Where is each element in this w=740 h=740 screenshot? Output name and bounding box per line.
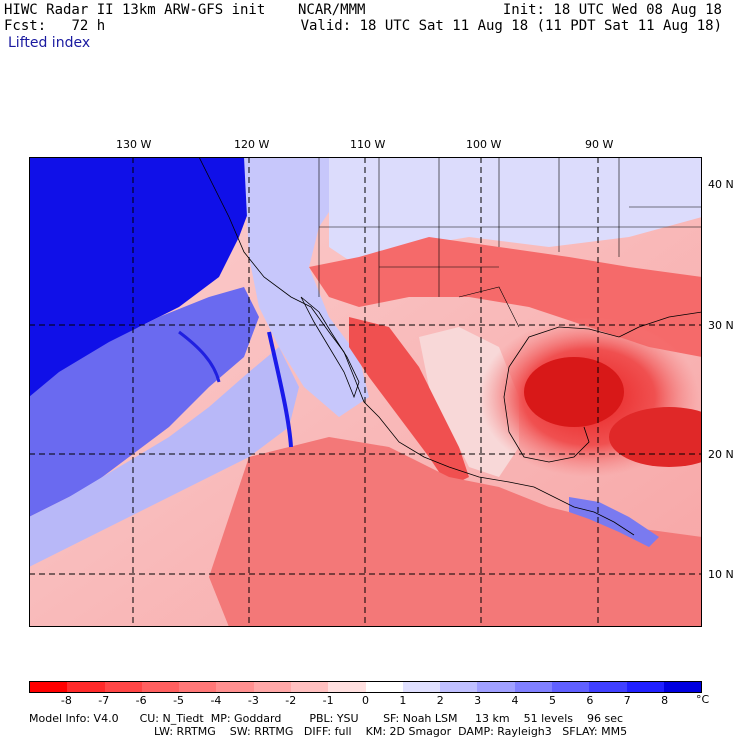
color-scale-tick: -2: [285, 694, 297, 707]
lon-label-120w: 120 W: [234, 138, 270, 151]
variable-name: Lifted index: [8, 35, 91, 51]
color-scale-tick: -1: [322, 694, 334, 707]
stable-region-deep: [29, 157, 254, 397]
gulf-coast: [503, 311, 702, 463]
color-swatch: [30, 682, 68, 692]
gulf-instability-inner: [524, 357, 624, 427]
color-swatch: [104, 682, 142, 692]
stable-band-coast: [244, 157, 369, 417]
color-scale-tick: 4: [511, 694, 519, 707]
color-scale-tick: 7: [623, 694, 631, 707]
color-swatch: [216, 682, 254, 692]
lat-label-10n: 10 N: [708, 568, 734, 581]
lon-label-90w: 90 W: [585, 138, 614, 151]
lon-label-110w: 110 W: [350, 138, 386, 151]
lat-label-30n: 30 N: [708, 319, 734, 332]
color-swatch: [551, 682, 590, 692]
color-scale-tick: -6: [135, 694, 147, 707]
forecast-hour: Fcst: 72 h: [4, 18, 105, 34]
color-swatch: [402, 682, 441, 692]
valid-time: Valid: 18 UTC Sat 11 Aug 18 (11 PDT Sat …: [300, 18, 722, 34]
color-scale-tick: 0: [362, 694, 369, 707]
color-scale-unit: °C: [696, 693, 710, 706]
info-shortwave: SW: RRTMG: [229, 725, 294, 738]
info-damping: DAMP: Rayleigh3: [458, 725, 552, 738]
stable-region-medium: [29, 287, 259, 517]
lifted-index-map: [29, 157, 702, 627]
color-swatch: [179, 682, 217, 692]
color-swatch: [477, 682, 515, 692]
init-time: Init: 18 UTC Wed 08 Aug 18: [502, 2, 722, 18]
baja-coast: [300, 296, 360, 399]
color-scale-tick: -5: [173, 694, 185, 707]
lat-label-40n: 40 N: [708, 178, 734, 191]
info-microphysics: MP: Goddard: [210, 712, 282, 725]
east-pacific-unstable: [209, 437, 702, 627]
color-swatch: [67, 682, 105, 692]
info-diffusion: DIFF: full: [303, 725, 352, 738]
lat-label-20n: 20 N: [708, 448, 734, 461]
color-scale-tick: 2: [436, 694, 444, 707]
color-swatch: [365, 682, 403, 692]
color-scale-tick: 6: [586, 694, 594, 707]
blue-filament-1: [267, 331, 293, 448]
forecast-value: 72 h: [71, 18, 106, 34]
color-swatch: [253, 682, 291, 692]
color-swatch: [141, 682, 180, 692]
model-info-line1: Model Info: V4.0 CU: N_Tiedt MP: Goddard…: [29, 712, 623, 725]
info-cumulus: CU: N_Tiedt: [139, 712, 204, 725]
color-scale-tick: 8: [661, 694, 669, 707]
stable-region-light: [29, 347, 299, 567]
coastline-west: [198, 157, 635, 536]
lon-label-100w: 100 W: [466, 138, 502, 151]
info-km: KM: 2D Smagor: [365, 725, 452, 738]
color-scale-bar: [29, 681, 702, 693]
graticule: [29, 157, 702, 627]
map-frame: [29, 157, 702, 627]
color-scale-tick: 3: [474, 694, 482, 707]
color-swatch: [514, 682, 552, 692]
color-swatch: [663, 682, 702, 692]
info-timestep: 96 sec: [586, 712, 624, 725]
color-swatch: [626, 682, 664, 692]
blue-filament-2: [178, 330, 221, 383]
color-scale-tick: 1: [399, 694, 407, 707]
color-scale-tick: 5: [548, 694, 556, 707]
caribbean-instability: [609, 407, 702, 467]
color-swatch: [328, 682, 366, 692]
color-scale-tick: -7: [98, 694, 110, 707]
color-scale-tick: -4: [210, 694, 222, 707]
model-title: HIWC Radar II 13km ARW-GFS init: [4, 2, 266, 18]
lon-label-130w: 130 W: [116, 138, 152, 151]
info-longwave: LW: RRTMG: [154, 725, 216, 738]
info-pbl: PBL: YSU: [309, 712, 359, 725]
info-levels: 51 levels: [523, 712, 573, 725]
model-info-line2: LW: RRTMG SW: RRTMG DIFF: full KM: 2D Sm…: [154, 725, 627, 738]
color-scale-tick: -3: [247, 694, 259, 707]
info-resolution: 13 km: [475, 712, 510, 725]
color-swatch: [440, 682, 478, 692]
forecast-label: Fcst:: [4, 18, 47, 34]
unstable-mexico-west: [349, 317, 469, 487]
color-swatch: [589, 682, 627, 692]
organization-label: NCAR/MMM: [298, 2, 366, 18]
info-model-version: Model Info: V4.0: [29, 712, 119, 725]
info-sflay: SFLAY: MM5: [562, 725, 628, 738]
info-surface: SF: Noah LSM: [383, 712, 458, 725]
state-borders: [318, 157, 702, 328]
color-scale-tick: -8: [60, 694, 72, 707]
color-swatch: [290, 682, 329, 692]
